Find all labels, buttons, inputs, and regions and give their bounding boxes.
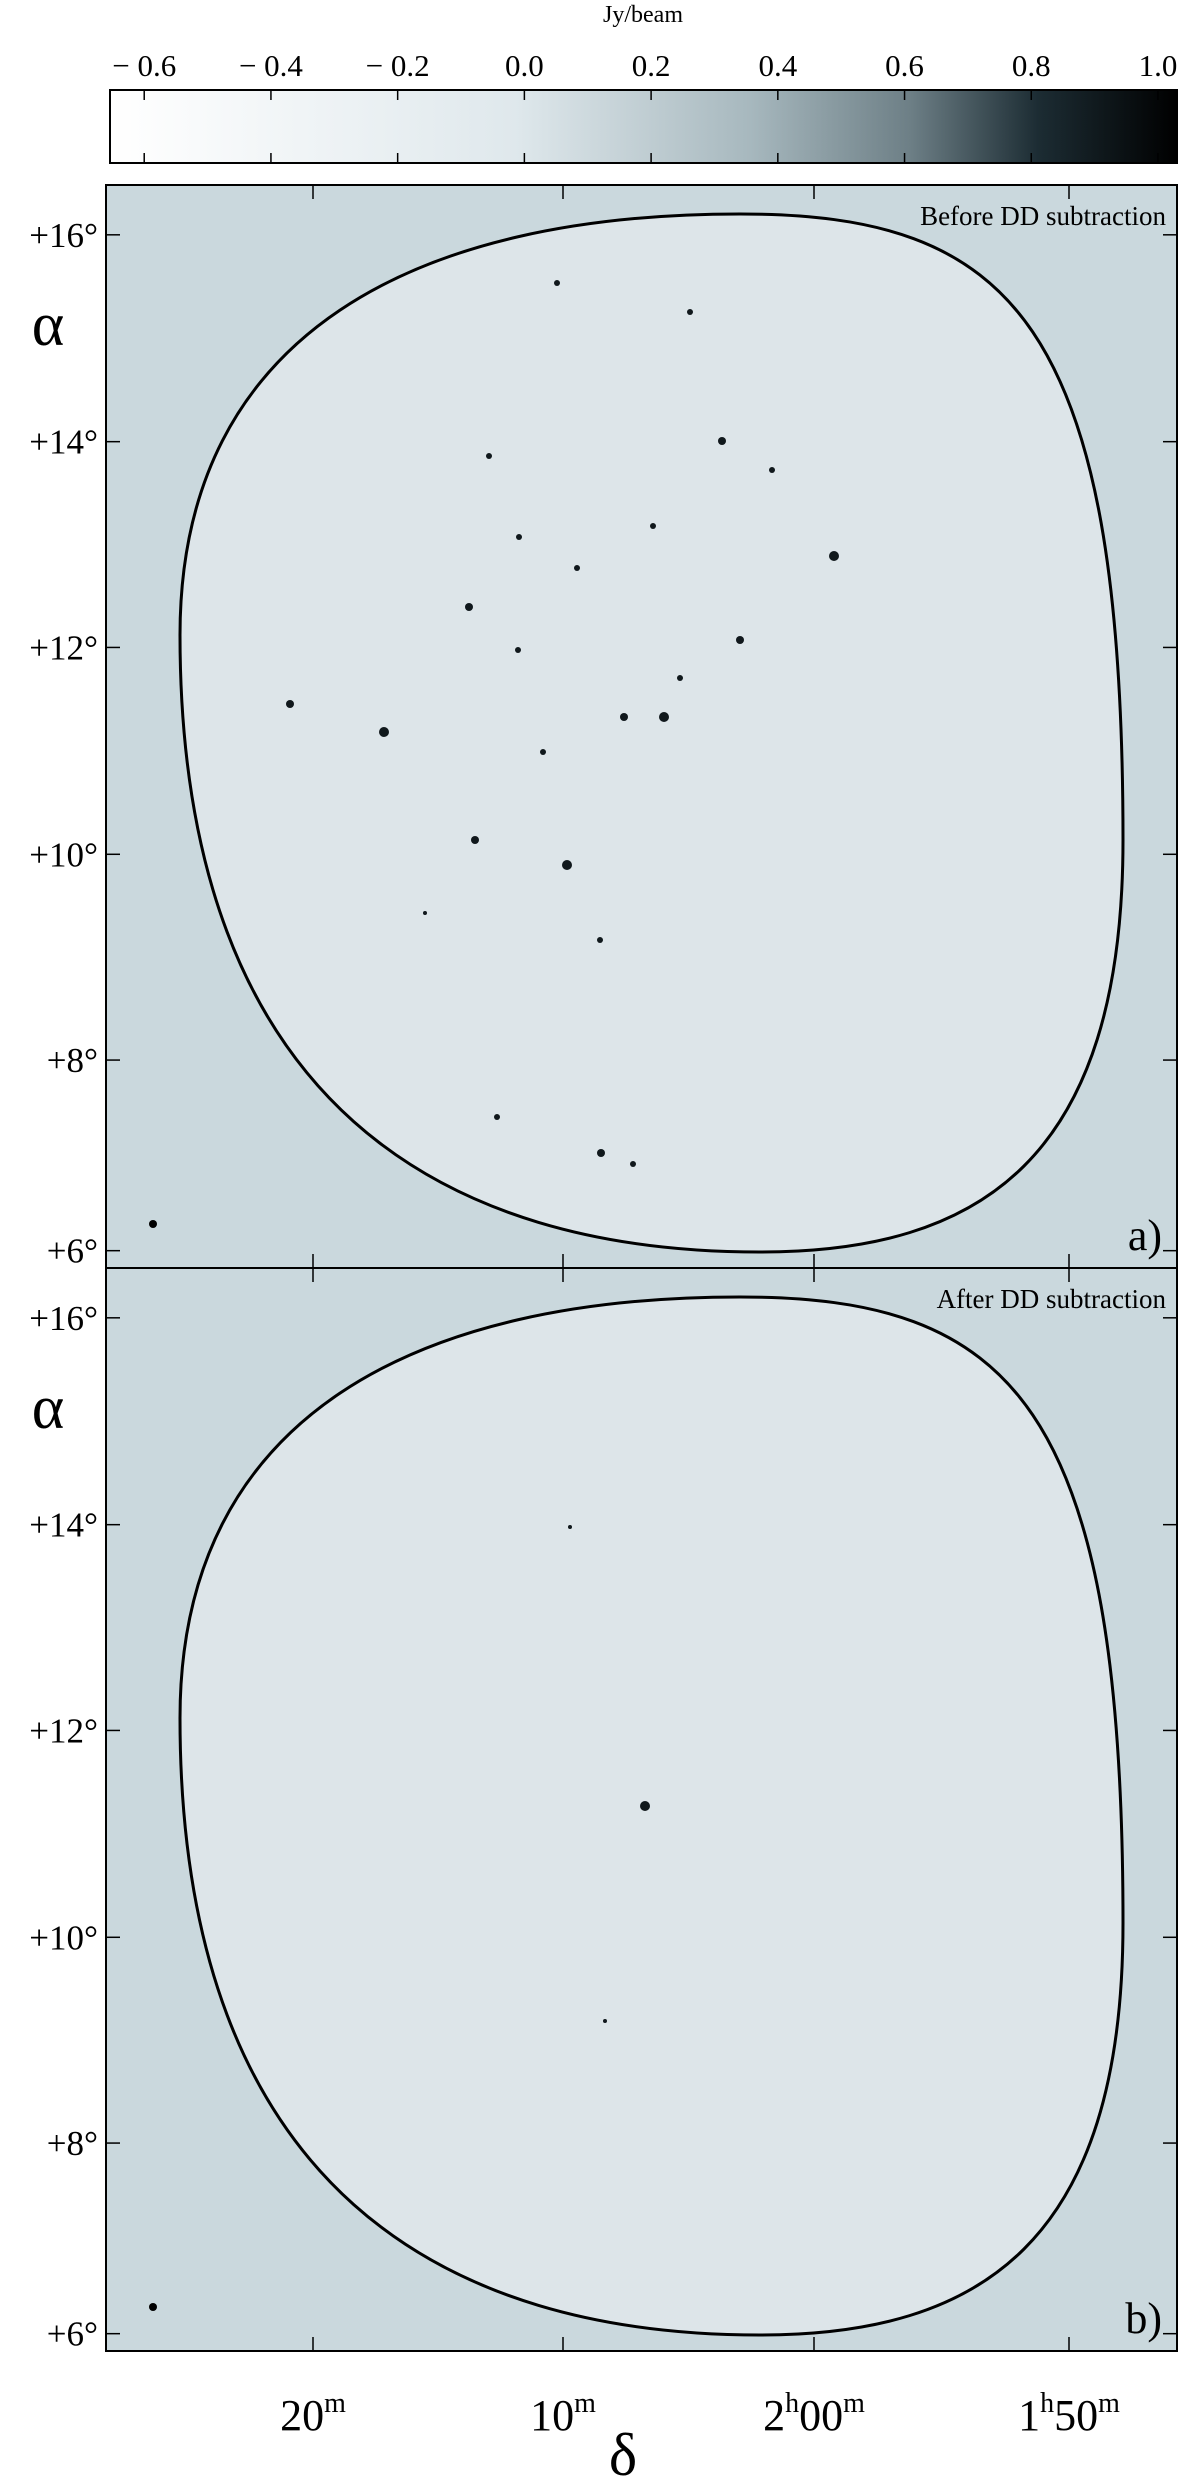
source xyxy=(379,727,389,737)
source xyxy=(659,712,669,722)
y-tick-label: +12° xyxy=(29,628,98,667)
source xyxy=(540,749,546,755)
y-tick-label: +14° xyxy=(29,423,98,462)
y-tick-label: +12° xyxy=(29,1711,98,1750)
colorbar-tick-label: 0.4 xyxy=(758,48,797,83)
beam-footprint xyxy=(178,1295,1125,2337)
source xyxy=(736,636,744,644)
source xyxy=(465,603,473,611)
y-tick-label: +10° xyxy=(29,835,98,874)
source xyxy=(829,551,839,561)
source xyxy=(494,1114,500,1120)
x-tick-number: 50 xyxy=(1054,2391,1098,2440)
y-tick-label: +16° xyxy=(29,1299,98,1338)
y-axis-label: α xyxy=(32,1374,64,1442)
y-tick-label: +8° xyxy=(47,1041,98,1080)
source xyxy=(769,467,775,473)
source xyxy=(516,534,522,540)
source xyxy=(597,1149,605,1157)
colorbar-tick-label: 0.6 xyxy=(885,48,924,83)
beam xyxy=(149,1220,157,1228)
colorbar-tick-label: 0.0 xyxy=(505,48,544,83)
source xyxy=(640,1801,650,1811)
colorbar xyxy=(109,89,1178,164)
panel-tag: b) xyxy=(1125,2294,1162,2343)
colorbar-label: Jy/beam xyxy=(603,2,683,28)
source xyxy=(568,1525,572,1529)
panel-tag: a) xyxy=(1128,1211,1162,1260)
x-tick-unit: m xyxy=(1098,2388,1120,2419)
x-tick-label: 20m xyxy=(280,2388,346,2440)
x-tick-unit: h xyxy=(785,2388,799,2419)
y-tick-label: +10° xyxy=(29,1918,98,1957)
x-tick-unit: m xyxy=(324,2388,346,2419)
x-tick-number: 20 xyxy=(280,2391,324,2440)
x-tick-number: 00 xyxy=(799,2391,843,2440)
y-tick-label: +6° xyxy=(47,1232,98,1271)
y-tick-label: +16° xyxy=(29,216,98,255)
source xyxy=(630,1161,636,1167)
source xyxy=(597,937,603,943)
source xyxy=(677,675,683,681)
panel-frame xyxy=(105,1267,1178,2352)
beam xyxy=(149,2303,157,2311)
source xyxy=(718,437,726,445)
x-tick-unit: m xyxy=(843,2388,865,2419)
source xyxy=(486,453,492,459)
y-tick-label: +6° xyxy=(47,2315,98,2354)
source xyxy=(650,523,656,529)
colorbar-tick-label: 0.2 xyxy=(632,48,671,83)
source xyxy=(574,565,580,571)
y-tick-label: +14° xyxy=(29,1506,98,1545)
x-tick-unit: m xyxy=(574,2388,596,2419)
x-tick-number: 2 xyxy=(763,2391,785,2440)
x-tick-number: 10 xyxy=(530,2391,574,2440)
colorbar-tick-label: 0.8 xyxy=(1012,48,1051,83)
beam-footprint xyxy=(178,212,1125,1254)
colorbar-tick-label: − 0.6 xyxy=(112,48,176,83)
x-axis-label: δ xyxy=(609,2422,637,2485)
x-tick-unit: h xyxy=(1040,2388,1054,2419)
source xyxy=(423,911,427,915)
source xyxy=(471,836,479,844)
colorbar-tick-label: 1.0 xyxy=(1139,48,1178,83)
colorbar-tick-label: − 0.2 xyxy=(366,48,430,83)
source xyxy=(515,647,521,653)
colorbar-tick-label: − 0.4 xyxy=(239,48,303,83)
panel-title: After DD subtraction xyxy=(937,1284,1167,1314)
x-tick-label: 1h50m xyxy=(1018,2388,1120,2440)
source xyxy=(620,713,628,721)
source xyxy=(554,280,560,286)
panel-title: Before DD subtraction xyxy=(920,201,1166,231)
y-axis-label: α xyxy=(32,291,64,359)
x-tick-label: 2h00m xyxy=(763,2388,865,2440)
x-tick-number: 1 xyxy=(1018,2391,1040,2440)
source xyxy=(562,860,572,870)
source xyxy=(286,700,294,708)
source xyxy=(603,2019,607,2023)
y-tick-label: +8° xyxy=(47,2124,98,2163)
x-tick-label: 10m xyxy=(530,2388,596,2440)
source xyxy=(687,309,693,315)
